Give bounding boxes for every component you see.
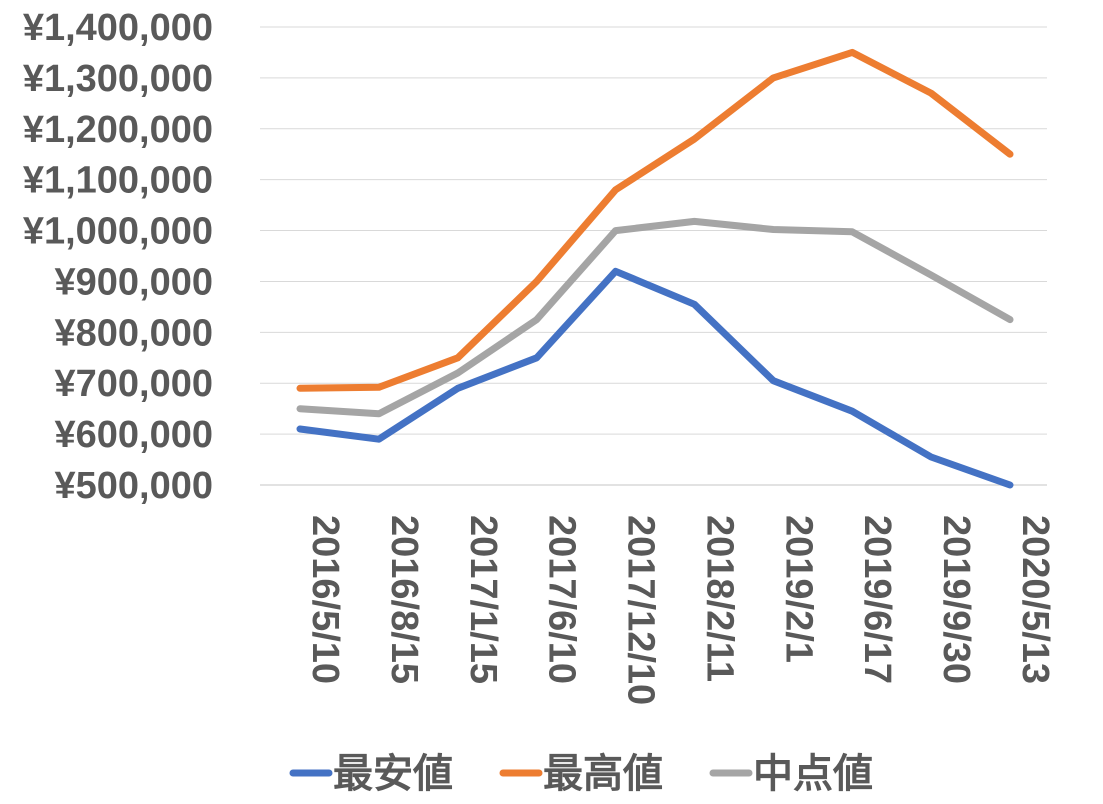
- series-line-3: [296, 217, 1014, 418]
- y-tick-label: ¥900,000: [55, 261, 214, 303]
- legend-label: 中点値: [753, 751, 873, 797]
- legend-label: 最高値: [543, 751, 663, 797]
- series-line-2: [296, 48, 1014, 392]
- y-tick-label: ¥1,300,000: [23, 58, 213, 100]
- y-tick-label: ¥1,000,000: [23, 211, 213, 253]
- x-tick-label: 2017/6/10: [541, 515, 583, 684]
- y-tick-label: ¥1,100,000: [23, 160, 213, 202]
- x-axis-ticks: 2016/5/10 2016/8/15 2017/1/15 2017/6/10 2017…: [304, 515, 1056, 705]
- x-tick-label: 2019/6/17: [856, 515, 898, 684]
- x-tick-label: 2016/8/15: [383, 515, 425, 684]
- y-tick-label: ¥500,000: [55, 465, 214, 507]
- y-tick-label: ¥800,000: [55, 312, 214, 354]
- x-tick-label: 2017/12/10: [620, 515, 662, 705]
- x-tick-label: 2017/1/15: [462, 515, 504, 684]
- y-tick-label: ¥1,400,000: [23, 7, 213, 49]
- x-tick-label: 2016/5/10: [304, 515, 346, 684]
- x-tick-label: 2018/2/11: [698, 515, 740, 682]
- legend: 最安値 最高値 中点値: [289, 751, 873, 797]
- x-tick-label: 2020/5/13: [1014, 515, 1056, 684]
- y-tick-label: ¥1,200,000: [23, 109, 213, 151]
- series-line-1: [296, 267, 1014, 489]
- y-tick-label: ¥600,000: [55, 414, 214, 456]
- legend-label: 最安値: [333, 751, 453, 797]
- x-tick-label: 2019/9/30: [935, 515, 977, 684]
- y-tick-label: ¥700,000: [55, 363, 214, 405]
- gridlines: [260, 26, 1047, 486]
- series-lines: [296, 48, 1014, 489]
- y-axis-ticks: ¥1,400,000 ¥1,300,000 ¥1,200,000 ¥1,100,000…: [23, 7, 213, 507]
- x-tick-label: 2019/2/1: [777, 515, 819, 663]
